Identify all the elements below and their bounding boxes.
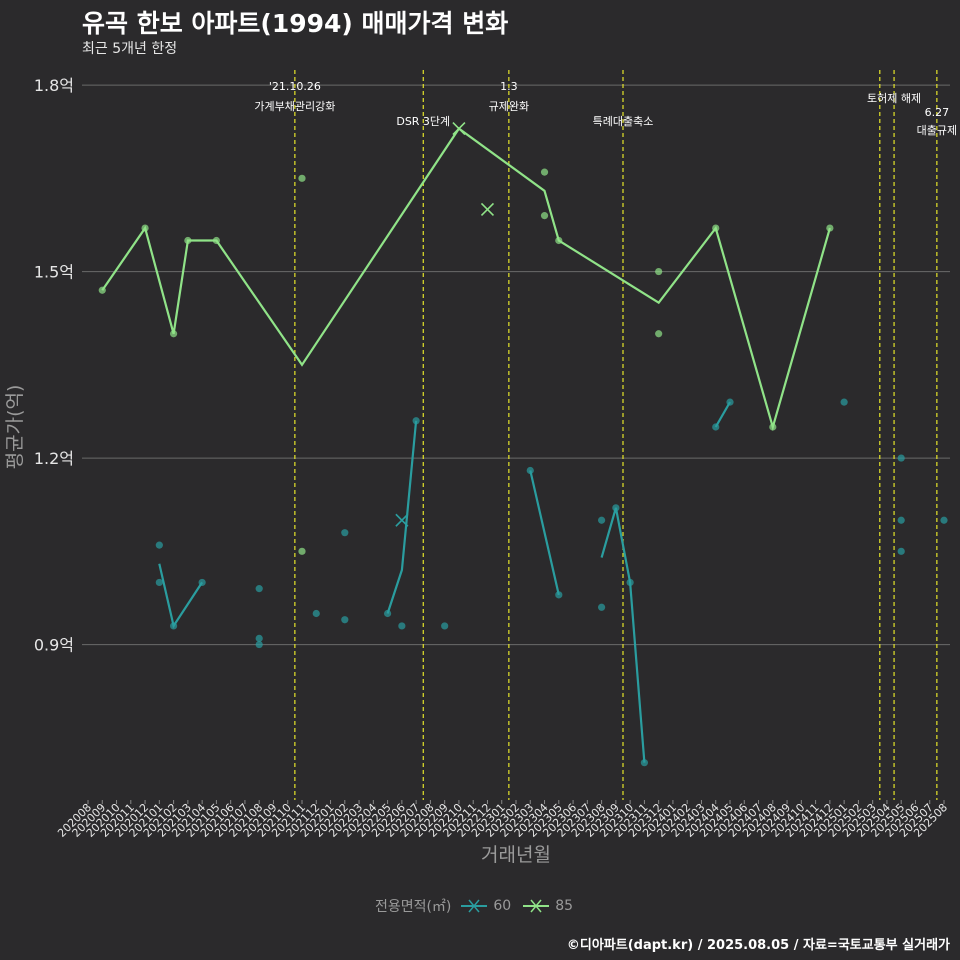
series-60-point — [712, 423, 720, 431]
legend-title: 전용면적(㎡) — [374, 899, 452, 915]
event-label: 특례대출축소 — [593, 115, 654, 128]
event-label: 가계부채관리강화 — [254, 100, 335, 113]
event-label: 6.27 — [925, 106, 950, 119]
series-85-point — [655, 330, 663, 338]
event-label: 토허제 해제 — [867, 91, 921, 105]
series-85-point — [826, 224, 834, 232]
series-60-point — [626, 578, 634, 587]
y-tick-label: 1.2억 — [34, 449, 74, 468]
series-85-point — [712, 224, 720, 232]
series-60-point — [255, 634, 263, 642]
chart-title: 유곡 한보 아파트(1994) 매매가격 변화 — [82, 9, 509, 38]
legend-item-85: 85 — [523, 898, 573, 914]
series-85-point — [184, 236, 192, 245]
series-60-point — [255, 640, 263, 649]
series-60-cross-point — [395, 513, 409, 527]
series-60-point — [612, 504, 620, 512]
series-60-point — [441, 622, 449, 630]
legend-item-60: 60 — [461, 898, 511, 914]
series-85-point — [540, 168, 549, 176]
series-60-point — [897, 547, 905, 555]
series-85-point — [540, 212, 549, 220]
source-caption: ©디아파트(dapt.kr) / 2025.08.05 / 자료=국토교통부 실… — [566, 938, 950, 953]
series-60-point — [526, 466, 534, 475]
series-60-point — [155, 541, 163, 549]
series-60-point — [840, 398, 848, 406]
series-60-point — [398, 622, 406, 630]
y-tick-label: 1.8억 — [34, 76, 74, 95]
legend-key-85-icon — [523, 899, 550, 913]
chart-subtitle: 최근 5개년 한정 — [82, 41, 178, 57]
series-60-line — [600, 507, 646, 763]
series-60-point — [598, 516, 606, 524]
series-60-point — [897, 516, 905, 524]
series-60-point — [155, 578, 163, 587]
series-60-point — [598, 603, 606, 611]
series-60-line — [386, 420, 418, 614]
series-60-point — [940, 516, 948, 524]
series-85-cross-point — [452, 122, 466, 136]
series-85-line — [101, 127, 831, 431]
x-axis-title: 거래년월 — [481, 844, 551, 866]
event-label: '21.10.26 — [269, 80, 321, 93]
event-label: 대출규제 — [917, 124, 957, 137]
series-85-point — [298, 547, 306, 555]
series-85-point — [769, 423, 777, 431]
legend: 전용면적(㎡) 60 85 — [0, 896, 960, 916]
series-85-cross-point — [480, 202, 495, 216]
series-85-point — [170, 330, 178, 338]
legend-key-60-icon — [461, 899, 488, 913]
series-60-point — [412, 417, 420, 425]
series-60-line — [714, 401, 731, 428]
legend-label-85: 85 — [555, 898, 574, 914]
event-label: 규제완화 — [489, 100, 529, 113]
series-60-line — [529, 470, 560, 596]
y-tick-label: 0.9억 — [34, 636, 74, 655]
series-60-point — [640, 759, 649, 767]
series-85-point — [555, 236, 563, 245]
series-60-point — [384, 609, 392, 618]
legend-label-60: 60 — [493, 898, 512, 914]
series-60-point — [255, 585, 263, 593]
series-60-point — [897, 454, 905, 462]
y-axis-title: 평균가(억) — [4, 385, 26, 470]
series-60-point — [170, 622, 178, 630]
event-label: DSR 3단계 — [396, 115, 450, 128]
y-tick-label: 1.5억 — [34, 263, 74, 282]
series-85-point — [655, 267, 663, 276]
series-85-point — [298, 174, 306, 182]
series-60-point — [341, 616, 349, 624]
event-label: 1.3 — [500, 80, 518, 93]
series-85-point — [212, 236, 220, 245]
series-60-point — [198, 578, 206, 587]
series-60-point — [555, 591, 563, 599]
series-60-point — [726, 398, 734, 406]
series-60-line — [158, 563, 204, 629]
series-85-point — [98, 286, 106, 294]
series-60-point — [341, 529, 349, 537]
series-85-point — [141, 224, 149, 232]
series-60-point — [312, 609, 320, 618]
